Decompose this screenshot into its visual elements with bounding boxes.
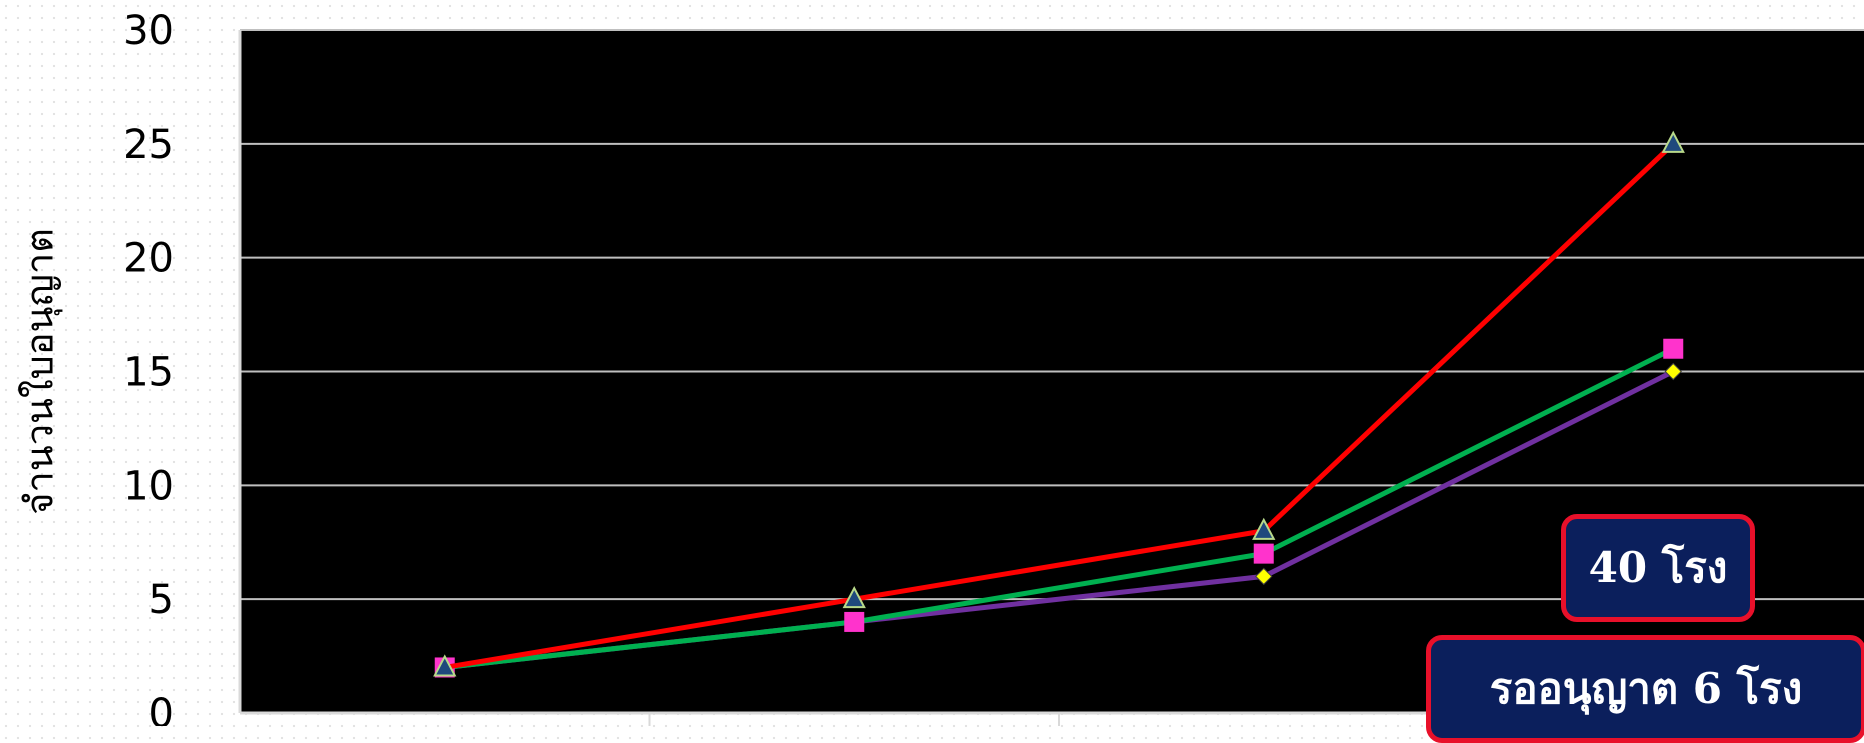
square-point: [844, 611, 865, 632]
y-axis-label: จำนวนใบอนุญาต: [18, 228, 63, 515]
square-point: [1663, 338, 1684, 359]
triangle-point: [1252, 517, 1276, 540]
y-tick-label: 25: [123, 122, 174, 168]
series-square: [434, 338, 1684, 678]
y-tick-label: 5: [149, 577, 174, 623]
square-point: [1253, 543, 1274, 564]
callout-pending-plants: รออนุญาต 6 โรง: [1426, 635, 1864, 743]
y-tick-label: 20: [123, 236, 174, 282]
y-tick-label: 0: [149, 691, 174, 726]
series-triangle: [433, 130, 1685, 677]
y-tick-label: 15: [123, 350, 174, 396]
y-tick-labels: 0 5 10 15 20 25 30: [123, 8, 174, 726]
diamond-point: [1255, 567, 1273, 586]
y-tick-label: 30: [123, 8, 174, 54]
series-line: [444, 346, 1675, 670]
line-chart: 0 5 10 15 20 25 30 จำนวนใบอนุญาต: [18, 8, 1864, 726]
triangle-point: [842, 586, 866, 609]
triangle-point: [433, 654, 457, 677]
y-tick-label: 10: [123, 463, 174, 509]
diamond-point: [1664, 362, 1682, 381]
triangle-point: [1661, 130, 1685, 153]
series: [433, 130, 1685, 678]
series-line: [444, 142, 1675, 670]
callout-total-plants: 40 โรง: [1561, 514, 1755, 622]
gridlines: [240, 29, 1864, 601]
